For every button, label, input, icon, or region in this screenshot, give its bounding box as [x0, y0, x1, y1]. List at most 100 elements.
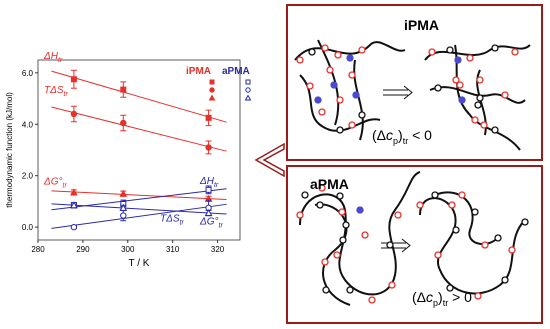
monomer — [333, 251, 341, 259]
legend-marker — [209, 87, 215, 93]
label-part: (Δ — [412, 289, 426, 305]
series-name: TΔS — [44, 85, 64, 96]
monomer — [474, 101, 482, 109]
fit-line — [51, 190, 227, 200]
label-part: tr — [443, 298, 449, 308]
monomer — [306, 82, 314, 90]
y-axis-label: thermodynamic function (kJ/mol) — [5, 92, 14, 208]
monomer — [342, 221, 350, 229]
monomer — [431, 191, 439, 199]
y-tick-label: 4.0 — [22, 120, 34, 129]
process-arrow — [381, 238, 411, 253]
chart: 280 290 300 310 320 0.0 2.0 4.0 6.0 T / K thermody… — [5, 51, 252, 269]
chain — [419, 197, 526, 295]
chain — [424, 44, 531, 61]
monomer — [322, 286, 330, 294]
monomer — [330, 81, 338, 89]
point — [120, 119, 127, 127]
plot-frame — [37, 59, 241, 241]
chain — [299, 74, 381, 132]
monomer — [348, 121, 356, 129]
panel-box — [286, 165, 543, 324]
label-part: c — [426, 289, 433, 305]
monomer — [336, 192, 344, 200]
monomer — [521, 218, 529, 226]
series-label: TΔStr — [160, 213, 184, 226]
monomer — [361, 231, 369, 239]
monomer — [501, 276, 509, 284]
legend-marker — [244, 94, 252, 101]
monomer — [454, 56, 462, 64]
point — [205, 144, 212, 151]
label-part: p — [433, 298, 438, 308]
x-axis-label: T / K — [129, 258, 150, 269]
monomer — [308, 48, 316, 56]
monomer — [448, 201, 456, 209]
monomer — [346, 286, 354, 294]
monomer — [356, 206, 364, 214]
monomer — [446, 284, 454, 292]
series-sub: tr — [214, 182, 219, 189]
panel-label: (Δcp)tr < 0 — [372, 127, 432, 146]
polymer-chains — [294, 39, 531, 306]
chain — [314, 203, 351, 306]
series-name: ΔH — [43, 51, 59, 62]
y-tick-label: 2.0 — [22, 172, 34, 181]
monomer — [446, 46, 454, 54]
point — [119, 203, 128, 211]
label-part: (Δ — [372, 127, 386, 143]
monomer — [508, 246, 516, 254]
series-sub: tr — [58, 57, 63, 64]
chain — [429, 86, 526, 104]
monomer — [394, 211, 402, 219]
chain — [454, 44, 521, 151]
monomer — [336, 96, 344, 104]
x-tick-label: 300 — [121, 245, 135, 254]
monomer — [358, 46, 366, 54]
series-sub: tr — [64, 91, 69, 98]
monomer — [358, 111, 366, 119]
monomer — [336, 126, 344, 134]
monomer — [334, 51, 342, 59]
panel-label: (Δcp)tr > 0 — [412, 289, 472, 308]
series-label: ΔG°tr — [199, 216, 223, 229]
series-name: ΔH — [199, 176, 215, 187]
series-name: TΔS — [160, 213, 180, 224]
series-label: ΔHtr — [199, 176, 219, 189]
label-part: < 0 — [408, 127, 432, 143]
fit-line — [51, 188, 227, 211]
monomer — [368, 296, 376, 304]
monomer — [480, 121, 488, 129]
monomer — [314, 96, 322, 104]
monomer — [491, 126, 499, 134]
monomer — [346, 54, 354, 62]
panel-title: iPMA — [404, 17, 439, 33]
legend-marker — [245, 79, 251, 85]
monomer — [474, 292, 482, 300]
monomer — [481, 241, 489, 249]
y-tick-label: 0.0 — [22, 223, 34, 232]
point — [205, 114, 212, 121]
point — [120, 86, 127, 93]
monomer — [434, 251, 442, 259]
monomer — [458, 96, 466, 104]
legend-marker — [245, 87, 251, 93]
monomer — [386, 241, 394, 249]
monomer — [318, 184, 326, 192]
monomer — [348, 71, 356, 79]
series-name: ΔG° — [43, 177, 63, 188]
monomer — [388, 281, 396, 289]
monomer — [491, 44, 499, 52]
monomer — [321, 258, 329, 266]
point — [70, 223, 78, 231]
point — [70, 110, 78, 118]
series-sub: tr — [180, 219, 185, 226]
monomer — [318, 108, 326, 116]
series-label: ΔG°tr — [43, 177, 67, 190]
point — [120, 212, 127, 219]
label-part: ) — [398, 127, 403, 143]
label-part: c — [386, 127, 393, 143]
series-sub: tr — [63, 183, 68, 190]
monomer — [456, 81, 464, 89]
fit-line — [51, 203, 227, 229]
